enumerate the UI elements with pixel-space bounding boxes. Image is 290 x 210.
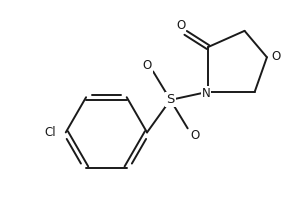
Text: S: S: [166, 93, 175, 106]
Text: O: O: [176, 19, 185, 32]
Text: N: N: [202, 87, 210, 100]
Text: O: O: [142, 59, 152, 72]
Text: O: O: [190, 129, 200, 142]
Text: Cl: Cl: [44, 126, 56, 139]
Text: O: O: [271, 50, 281, 63]
